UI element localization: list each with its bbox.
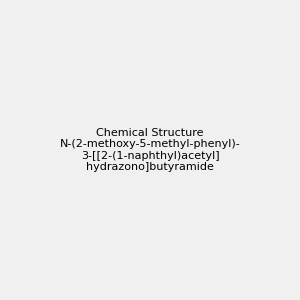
Text: Chemical Structure
N-(2-methoxy-5-methyl-phenyl)-
3-[[2-(1-naphthyl)acetyl]
hydr: Chemical Structure N-(2-methoxy-5-methyl… (60, 128, 240, 172)
